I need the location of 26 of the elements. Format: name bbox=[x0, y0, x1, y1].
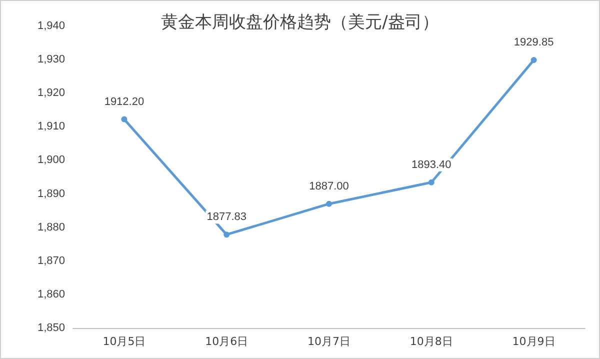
y-tick-label: 1,940 bbox=[37, 20, 65, 32]
chart-title: 黄金本周收盘价格趋势（美元/盎司） bbox=[161, 12, 439, 32]
y-tick-label: 1,920 bbox=[37, 87, 65, 100]
data-label: 1877.83 bbox=[206, 211, 246, 224]
y-tick-label: 1,900 bbox=[37, 154, 65, 166]
point bbox=[530, 57, 537, 64]
x-tick-label: 10月5日 bbox=[102, 335, 146, 348]
data-label: 1929.85 bbox=[514, 36, 554, 49]
y-tick-label: 1,910 bbox=[37, 120, 65, 133]
x-tick-label: 10月8日 bbox=[410, 335, 453, 348]
x-tick-label: 10月7日 bbox=[308, 335, 350, 348]
point bbox=[428, 179, 434, 186]
data-label: 1893.40 bbox=[412, 158, 452, 171]
y-tick-label: 1,860 bbox=[37, 288, 65, 300]
data-label: 1912.20 bbox=[104, 96, 144, 108]
y-tick-label: 1,870 bbox=[37, 254, 65, 267]
x-tick-label: 10月9日 bbox=[512, 335, 556, 348]
y-tick-label: 1,850 bbox=[37, 322, 65, 334]
y-tick-label: 1,890 bbox=[37, 188, 65, 200]
point bbox=[121, 116, 128, 122]
point bbox=[224, 232, 230, 238]
x-tick-label: 10月6日 bbox=[205, 335, 248, 348]
data-label: 1887.00 bbox=[309, 180, 349, 192]
y-tick-label: 1,930 bbox=[37, 54, 65, 66]
y-tick-label: 1,880 bbox=[37, 221, 65, 234]
point bbox=[326, 200, 332, 207]
